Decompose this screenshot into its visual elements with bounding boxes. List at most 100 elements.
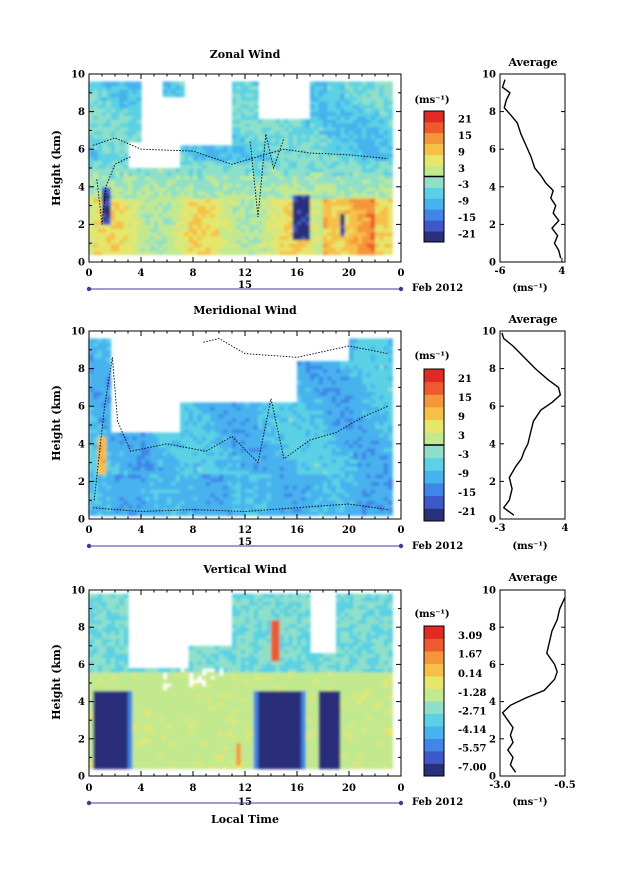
zonal-heatmap-cell (232, 92, 237, 98)
meridional-heatmap-cell (310, 451, 315, 456)
zonal-heatmap-cell (128, 224, 133, 229)
zonal-heatmap-cell (136, 250, 142, 256)
zonal-heatmap-cell (219, 145, 224, 150)
meridional-heatmap-cell (180, 458, 185, 464)
meridional-heatmap-cell (206, 447, 211, 452)
meridional-heatmap-cell (180, 432, 185, 437)
zonal-heatmap-cell (245, 153, 250, 158)
zonal-heatmap-cell (253, 190, 259, 195)
meridional-heatmap-cell (344, 417, 350, 422)
meridional-heatmap-cell (357, 466, 363, 471)
zonal-heatmap-cell (336, 137, 341, 143)
zonal-heatmap-cell (370, 89, 376, 94)
zonal-heatmap-cell (249, 160, 255, 165)
meridional-heatmap-cell (240, 470, 246, 475)
meridional-heatmap-cell (331, 368, 337, 373)
zonal-heatmap-cell (284, 183, 289, 188)
zonal-heatmap-cell (136, 115, 142, 120)
meridional-heatmap-cell (271, 425, 276, 430)
zonal-heatmap-cell (284, 153, 289, 158)
zonal-heatmap-cell (145, 186, 151, 192)
zonal-heatmap-cell (379, 201, 385, 207)
zonal-heatmap-cell (253, 239, 259, 244)
zonal-heatmap-cell (301, 134, 307, 139)
zonal-heatmap-cell (145, 231, 151, 237)
meridional-heatmap-cell (258, 410, 263, 415)
meridional-heatmap-cell (197, 496, 203, 501)
zonal-heatmap-cell (344, 179, 350, 184)
meridional-heatmap-cell (275, 421, 281, 426)
zonal-heatmap-cell (323, 213, 328, 218)
zonal-heatmap-cell (162, 175, 168, 180)
meridional-heatmap-cell (175, 466, 181, 471)
meridional-heatmap-cell (262, 511, 268, 516)
zonal-heatmap-cell (249, 104, 255, 109)
zonal-heatmap-cell (366, 239, 372, 244)
zonal-heatmap-cell (340, 231, 346, 237)
zonal-heatmap-cell (132, 96, 138, 101)
meridional-heatmap-cell (288, 462, 294, 467)
zonal-heatmap-cell (154, 179, 159, 184)
zonal-heatmap-cell (366, 190, 372, 195)
zonal-heatmap-cell (336, 122, 341, 128)
zonal-heatmap-cell (383, 213, 389, 218)
meridional-heatmap-cell (344, 458, 350, 464)
zonal-heatmap-cell (162, 239, 168, 244)
zonal-heatmap-cell (314, 153, 320, 158)
zonal-heatmap-cell (240, 209, 246, 214)
zonal-heatmap-cell (375, 179, 380, 184)
meridional-heatmap-cell (366, 379, 372, 385)
zonal-heatmap-cell (383, 92, 389, 98)
zonal-heatmap-cell (158, 247, 164, 252)
zonal-heatmap-cell (136, 171, 142, 177)
meridional-heatmap-cell (271, 447, 276, 452)
zonal-heatmap-cell (379, 186, 385, 192)
zonal-heatmap-cell (175, 190, 181, 195)
zonal-heatmap-cell (193, 243, 198, 248)
meridional-heatmap-cell (128, 511, 133, 516)
zonal-heatmap-cell (128, 137, 133, 143)
zonal-heatmap-cell (314, 183, 320, 188)
zonal-heatmap-cell (128, 205, 133, 210)
zonal-heatmap-cell (349, 115, 354, 120)
zonal-heatmap-cell (271, 168, 276, 173)
zonal-heatmap-cell (353, 239, 359, 244)
zonal-heatmap-cell (305, 231, 311, 237)
meridional-heatmap-cell (210, 500, 216, 505)
meridional-heatmap-cell (349, 462, 354, 467)
meridional-heatmap-cell (310, 488, 315, 494)
meridional-heatmap-cell (340, 466, 346, 471)
meridional-heatmap-cell (210, 451, 216, 456)
meridional-heatmap-cell (344, 398, 350, 404)
zonal-heatmap-cell (314, 92, 320, 98)
meridional-heatmap-cell (154, 507, 159, 513)
zonal-heatmap-cell (184, 216, 190, 222)
zonal-heatmap-cell (357, 179, 363, 184)
zonal-heatmap-cell (119, 96, 125, 101)
zonal-heatmap-cell (236, 205, 242, 210)
meridional-heatmap-cell (110, 466, 116, 471)
meridional-heatmap-cell (362, 470, 367, 475)
zonal-heatmap-cell (331, 111, 337, 116)
zonal-heatmap-cell (275, 250, 281, 256)
meridional-heatmap-cell (362, 394, 367, 400)
meridional-heatmap-cell (180, 406, 185, 411)
meridional-heatmap-cell (253, 417, 259, 422)
zonal-heatmap-cell (197, 209, 203, 214)
meridional-heatmap-cell (349, 394, 354, 400)
zonal-heatmap-cell (388, 156, 393, 162)
zonal-heatmap-cell (297, 119, 302, 124)
zonal-heatmap-cell (310, 145, 315, 150)
zonal-heatmap-cell (93, 243, 99, 248)
zonal-heatmap-cell (149, 250, 155, 256)
zonal-heatmap-cell (236, 198, 242, 203)
meridional-heatmap-cell (171, 447, 177, 452)
meridional-heatmap-cell (89, 455, 94, 460)
zonal-heatmap-cell (154, 235, 159, 241)
zonal-heatmap-cell (145, 247, 151, 252)
zonal-heatmap-cell (331, 243, 337, 248)
zonal-heatmap-cell (102, 115, 107, 120)
zonal-heatmap-cell (305, 194, 311, 199)
zonal-heatmap-cell (314, 141, 320, 147)
zonal-heatmap-cell (110, 115, 116, 120)
